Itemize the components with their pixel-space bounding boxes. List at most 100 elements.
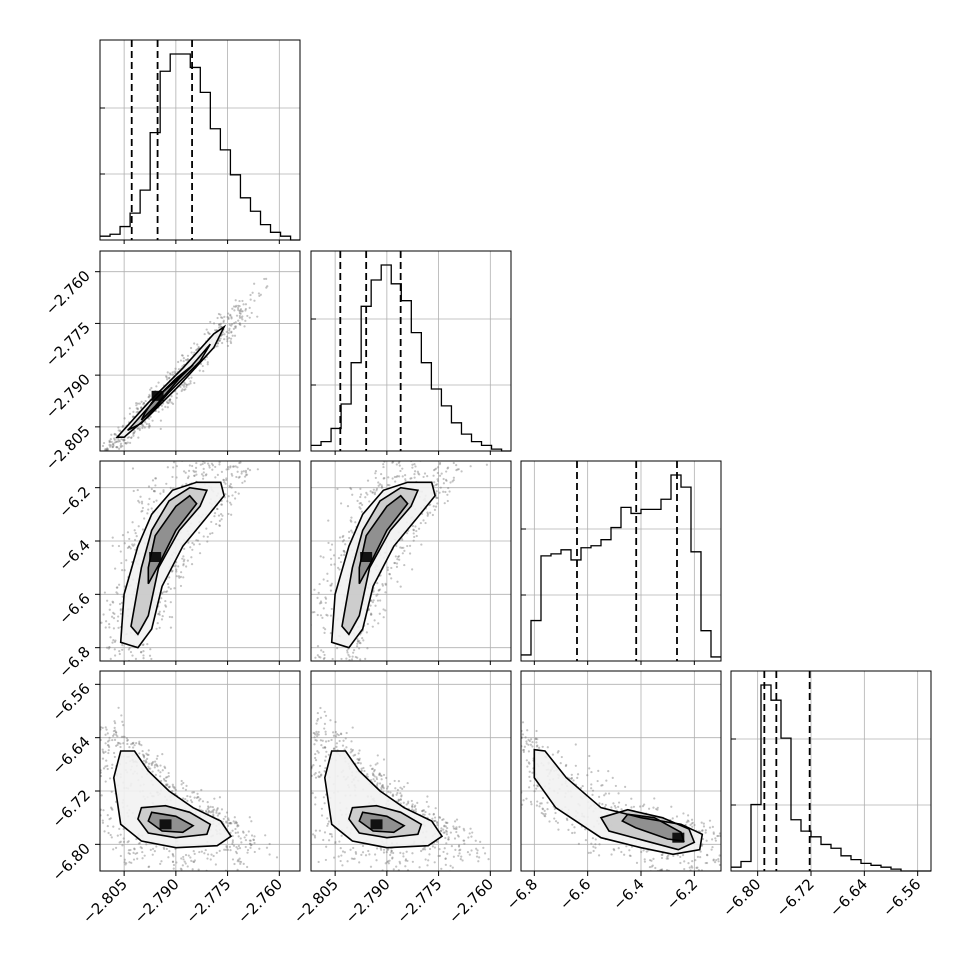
scatter-point [87, 465, 89, 467]
scatter-point [103, 591, 107, 594]
scatter-point [164, 604, 167, 607]
scatter-point [142, 759, 146, 762]
scatter-point [523, 745, 526, 748]
scatter-point [124, 441, 127, 445]
scatter-point [462, 839, 466, 842]
scatter-point [399, 786, 402, 789]
scatter-point [171, 783, 174, 786]
scatter-point [339, 560, 343, 564]
scatter-point [66, 734, 68, 736]
scatter-point [175, 392, 179, 395]
scatter-point [334, 720, 337, 724]
scatter-point [238, 305, 241, 308]
scatter-point [206, 853, 210, 856]
scatter-point [166, 406, 169, 409]
scatter-point [320, 601, 323, 604]
scatter-point [357, 647, 361, 650]
scatter-point [421, 809, 424, 812]
scatter-point [240, 472, 243, 475]
panel-frame [310, 250, 512, 452]
scatter-point [178, 576, 181, 579]
scatter-point [317, 730, 320, 734]
scatter-point [401, 552, 404, 555]
scatter-point [102, 751, 105, 755]
scatter-point [126, 739, 129, 742]
scatter-point [131, 742, 134, 745]
scatter-point [143, 517, 146, 520]
scatter-point [340, 657, 343, 661]
scatter-point [318, 771, 321, 774]
scatter-point [630, 806, 633, 809]
scatter-point [175, 396, 178, 399]
scatter-point [349, 662, 351, 664]
scatter-point [180, 354, 184, 357]
scatter-point [729, 841, 731, 843]
scatter-point [121, 648, 124, 651]
scatter-point [198, 531, 201, 534]
scatter-point [325, 613, 328, 616]
scatter-point [239, 837, 242, 840]
scatter-point [182, 357, 185, 360]
scatter-point [128, 852, 131, 856]
density-fill-1 [342, 487, 418, 635]
scatter-point [564, 764, 567, 768]
x-tick-label-p0: −2.805 [79, 875, 131, 927]
scatter-point [172, 466, 175, 469]
scatter-point [108, 443, 111, 447]
scatter-point [372, 488, 375, 491]
scatter-point [378, 782, 382, 785]
scatter-point [404, 480, 407, 483]
scatter-point [234, 820, 237, 823]
scatter-point [614, 784, 617, 788]
scatter-point [515, 743, 517, 745]
scatter-point [236, 466, 239, 469]
scatter-point [153, 490, 157, 493]
scatter-point [659, 868, 662, 871]
scatter-point [342, 550, 346, 553]
scatter-point [227, 331, 230, 335]
scatter-point [171, 371, 174, 374]
scatter-point [176, 457, 178, 459]
scatter-point [199, 362, 203, 366]
y-tick-label-p2: −6.8 [55, 643, 93, 681]
scatter-point [235, 821, 238, 825]
scatter-point [137, 876, 139, 878]
scatter-point [206, 458, 208, 460]
scatter-point [223, 315, 226, 318]
scatter-point [338, 664, 340, 666]
scatter-point [459, 848, 462, 851]
scatter-point [453, 837, 457, 840]
scatter-point [155, 757, 158, 760]
panel-frame [520, 460, 722, 662]
scatter-point [206, 462, 210, 465]
scatter-point [356, 640, 360, 643]
scatter-point [307, 689, 309, 691]
scatter-point [354, 655, 357, 659]
scatter-point [399, 585, 402, 588]
scatter-point [197, 345, 200, 349]
scatter-point [134, 657, 138, 661]
scatter-point [102, 454, 104, 456]
scatter-point [379, 574, 382, 577]
scatter-point [402, 546, 405, 549]
scatter-point [168, 576, 171, 579]
scatter-point [536, 800, 539, 803]
scatter-point [118, 447, 121, 450]
scatter-point [137, 427, 140, 430]
scatter-point [396, 889, 398, 891]
scatter-point [313, 732, 316, 735]
scatter-point [85, 470, 87, 472]
scatter-point [91, 784, 93, 786]
scatter-point [218, 323, 221, 326]
scatter-point [438, 461, 442, 465]
scatter-point [303, 761, 305, 763]
scatter-point [375, 777, 379, 781]
scatter-point [184, 862, 187, 865]
panel-frame [99, 250, 301, 452]
scatter-point [140, 406, 143, 409]
scatter-point [526, 765, 529, 768]
scatter-point [536, 785, 539, 788]
scatter-point [443, 847, 446, 850]
scatter-point [600, 784, 603, 787]
scatter-point [178, 880, 180, 882]
